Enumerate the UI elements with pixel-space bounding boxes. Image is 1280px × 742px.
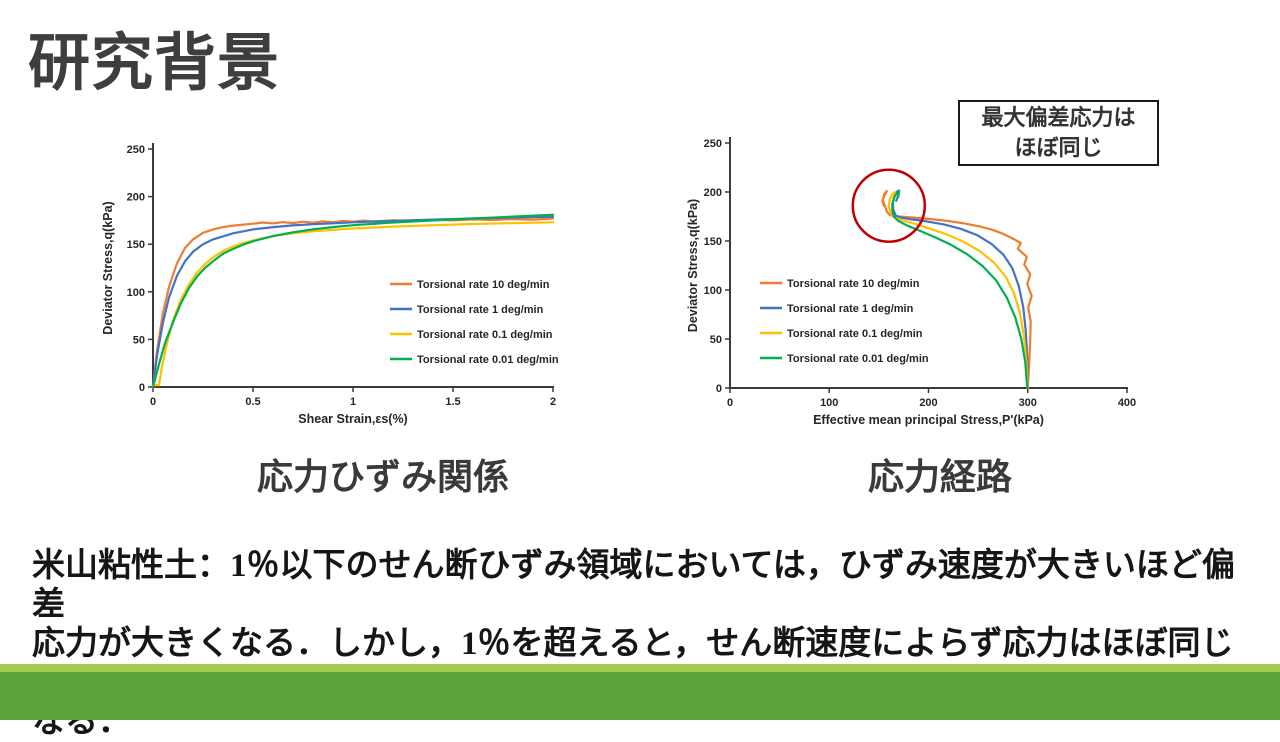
svg-text:Shear Strain,εs(%): Shear Strain,εs(%)	[298, 412, 407, 426]
svg-text:0: 0	[139, 382, 145, 394]
stress-path-chart: 0 50 100 150 200 250 0 100 200 300 400 Effective me…	[686, 137, 1136, 427]
svg-text:Torsional rate 1 deg/min: Torsional rate 1 deg/min	[787, 303, 914, 315]
svg-text:Deviator Stress,q(kPa): Deviator Stress,q(kPa)	[686, 199, 700, 332]
svg-text:100: 100	[704, 285, 722, 297]
svg-text:1.5: 1.5	[445, 396, 460, 408]
svg-text:400: 400	[1118, 397, 1136, 409]
caption-stress-path: 応力経路	[867, 457, 1012, 497]
svg-text:100: 100	[820, 397, 838, 409]
svg-text:Torsional rate 10 deg/min: Torsional rate 10 deg/min	[787, 278, 920, 290]
svg-text:250: 250	[127, 144, 145, 156]
svg-text:200: 200	[127, 192, 145, 204]
max-deviator-stress-callout: 最大偏差応力は ほぼ同じ	[958, 100, 1159, 166]
svg-text:0.5: 0.5	[245, 396, 260, 408]
page-title: 研究背景	[28, 29, 281, 98]
svg-text:0: 0	[727, 397, 733, 409]
svg-text:Torsional rate 0.1 deg/min: Torsional rate 0.1 deg/min	[787, 328, 923, 340]
svg-text:2: 2	[550, 396, 556, 408]
svg-text:Torsional rate 0.01 deg/min: Torsional rate 0.01 deg/min	[417, 354, 559, 366]
footer-accent-bar	[0, 664, 1280, 672]
stress-strain-chart: 0 50 100 150 200 250 0 0.5 1 1.5 2 Shear Strain,εs(…	[101, 143, 559, 426]
svg-text:300: 300	[1019, 397, 1037, 409]
svg-text:100: 100	[127, 287, 145, 299]
svg-text:0: 0	[150, 396, 156, 408]
svg-text:250: 250	[704, 138, 722, 150]
svg-text:50: 50	[133, 334, 145, 346]
summary-line: 米山粘性土：1％以下のせん断ひずみ領域においては，ひずみ速度が大きいほど偏差	[32, 548, 1235, 623]
callout-line2: ほぼ同じ	[1014, 135, 1103, 160]
svg-text:1: 1	[350, 396, 356, 408]
svg-text:0: 0	[716, 383, 722, 395]
svg-text:Effective mean principal Stres: Effective mean principal Stress,P'(kPa)	[813, 413, 1044, 427]
svg-text:Deviator Stress,q(kPa): Deviator Stress,q(kPa)	[101, 201, 115, 334]
svg-text:150: 150	[127, 239, 145, 251]
footer-bar	[0, 672, 1280, 720]
callout-line1: 最大偏差応力は	[981, 105, 1136, 130]
svg-text:Torsional rate 0.1 deg/min: Torsional rate 0.1 deg/min	[417, 329, 553, 341]
svg-text:150: 150	[704, 236, 722, 248]
svg-text:Torsional rate 0.01 deg/min: Torsional rate 0.01 deg/min	[787, 353, 929, 365]
svg-text:Torsional rate 10 deg/min: Torsional rate 10 deg/min	[417, 279, 550, 291]
summary-text: 米山粘性土：1％以下のせん断ひずみ領域においては，ひずみ速度が大きいほど偏差 応…	[32, 547, 1257, 742]
svg-text:200: 200	[704, 187, 722, 199]
svg-text:Torsional rate 1 deg/min: Torsional rate 1 deg/min	[417, 304, 544, 316]
svg-text:50: 50	[710, 334, 722, 346]
caption-stress-strain: 応力ひずみ関係	[256, 457, 509, 497]
svg-text:200: 200	[919, 397, 937, 409]
